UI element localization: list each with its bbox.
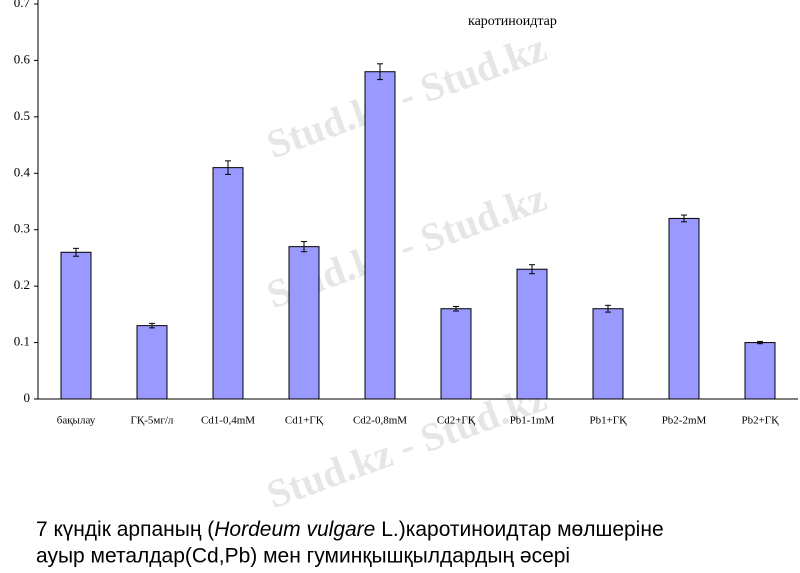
y-tick-label: 0.3 xyxy=(14,221,30,236)
x-tick-label: Cd1+ГҚ xyxy=(285,415,324,427)
bar xyxy=(592,308,624,400)
x-tick-label: Cd1-0,4mM xyxy=(201,415,255,427)
caption-part: 7 күндік арпаның ( xyxy=(36,518,214,541)
bar xyxy=(744,342,776,400)
bar xyxy=(364,71,396,400)
bar xyxy=(668,217,700,400)
caption-part: L.)каротиноидтар мөлшеріне xyxy=(375,518,663,541)
caption-part: Hordeum vulgare xyxy=(214,518,375,541)
x-tick-label: бақылау xyxy=(57,415,96,427)
caption-line: ауыр металдар(Cd,Pb) мен гуминқышқылдард… xyxy=(36,545,570,568)
bar xyxy=(440,308,472,400)
x-tick-label: Pb1-1mM xyxy=(510,415,555,427)
x-tick-label: ГҚ-5мг/л xyxy=(131,415,174,427)
y-tick-label: 0.1 xyxy=(14,334,30,349)
y-tick-label: 0.7 xyxy=(14,0,31,10)
bar xyxy=(288,246,320,400)
y-tick-label: 0.4 xyxy=(14,164,31,179)
x-tick-label: Pb2-2mM xyxy=(662,415,707,427)
y-tick-label: 0.2 xyxy=(14,277,30,292)
x-tick-label: Cd2+ГҚ xyxy=(437,415,476,427)
bar xyxy=(212,167,244,400)
chart-title: каротиноидтар xyxy=(468,14,557,29)
y-tick-label: 0.5 xyxy=(14,108,30,123)
x-tick-label: Pb1+ГҚ xyxy=(589,415,627,427)
bar xyxy=(60,251,92,400)
x-tick-label: Cd2-0,8mM xyxy=(353,415,407,427)
watermark: Stud.kz - Stud.kz xyxy=(261,24,552,167)
y-tick-label: 0.6 xyxy=(14,51,31,66)
y-tick-label: 0 xyxy=(24,390,31,405)
caption-line: 7 күндік арпаның (Hordeum vulgare L.)кар… xyxy=(36,518,664,541)
bar xyxy=(136,325,168,400)
x-tick-label: Pb2+ГҚ xyxy=(741,415,779,427)
bar xyxy=(516,268,548,400)
